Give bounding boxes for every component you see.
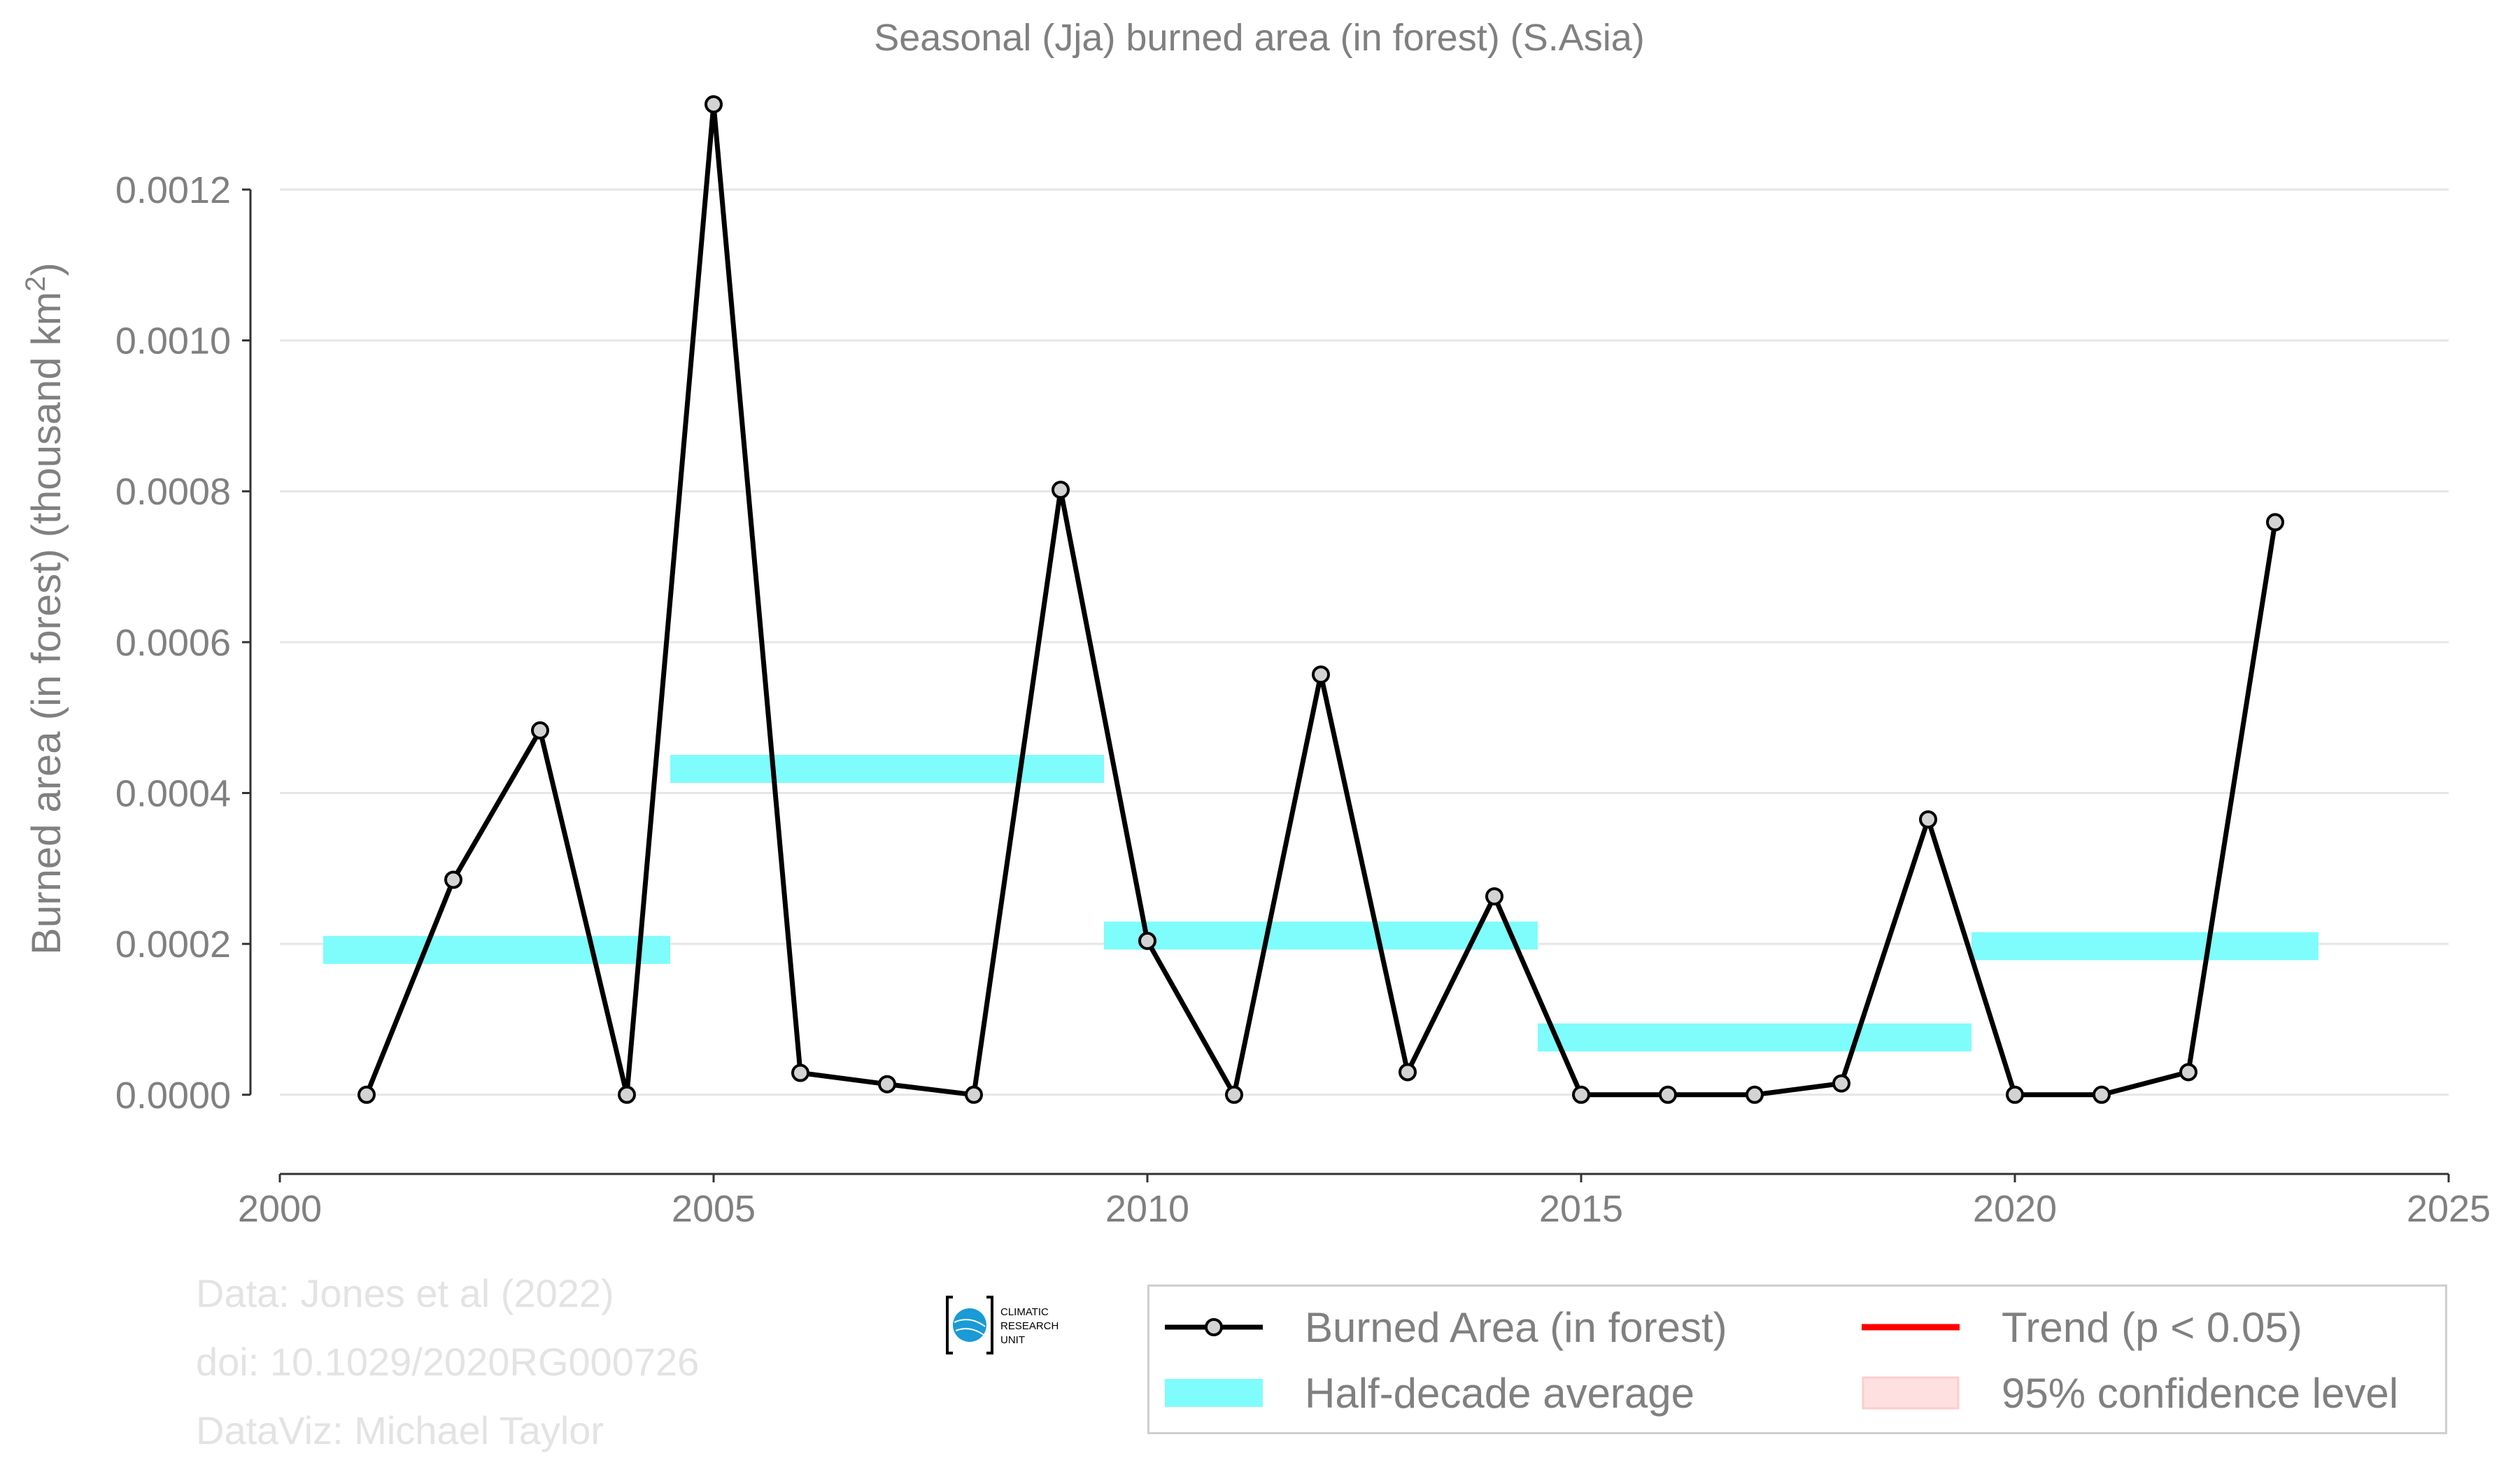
half-decade-bands — [323, 755, 2319, 1052]
data-credits: Data: Jones et al (2022) doi: 10.1029/20… — [196, 1259, 699, 1465]
legend-label: Half-decade average — [1305, 1369, 1695, 1417]
data-point — [444, 870, 462, 889]
x-tick-label: 2020 — [1973, 1188, 2057, 1230]
series-burned-area — [358, 95, 2284, 1104]
data-point — [1832, 1074, 1850, 1093]
data-point — [1746, 1085, 1764, 1104]
data-point — [1485, 887, 1503, 906]
x-tick-label: 2025 — [2407, 1188, 2491, 1230]
half-decade-band — [1538, 1023, 1972, 1052]
data-point — [1138, 931, 1156, 950]
data-point — [2179, 1063, 2197, 1082]
y-tick-label: 0.0012 — [115, 169, 231, 211]
data-point — [1312, 665, 1330, 684]
y-tick-label: 0.0008 — [115, 471, 231, 513]
data-point — [1659, 1085, 1677, 1104]
data-point — [2093, 1085, 2111, 1104]
data-point — [2006, 1085, 2024, 1104]
legend-item-trend: Trend (p < 0.05) — [1862, 1299, 2302, 1355]
data-point — [358, 1085, 376, 1104]
half-decade-band — [1104, 921, 1538, 950]
cru-logo-icon: CLIMATIC RESEARCH UNIT — [946, 1296, 1059, 1354]
data-point — [1572, 1085, 1590, 1104]
legend-key-pink-band-icon — [1862, 1376, 1960, 1410]
legend-key-line-marker-icon — [1165, 1318, 1263, 1336]
y-axis-label: Burned area (in forest) (thousand km2) — [20, 262, 69, 954]
data-point — [531, 721, 549, 740]
half-decade-band — [670, 755, 1104, 784]
data-point — [878, 1075, 896, 1094]
legend-label: 95% confidence level — [2002, 1369, 2399, 1417]
axes: 0.0000 0.0002 0.0004 0.0006 0.0008 0.0010 0.00… — [115, 169, 2491, 1230]
data-point — [965, 1085, 983, 1104]
data-point — [1919, 810, 1937, 829]
legend-item-burned-area: Burned Area (in forest) — [1165, 1299, 1727, 1355]
x-tick-label: 2015 — [1539, 1188, 1623, 1230]
data-point — [618, 1085, 636, 1104]
chart-title: Seasonal (Jja) burned area (in forest) (… — [874, 17, 1645, 59]
data-point — [1052, 481, 1070, 500]
svg-text:CLIMATIC: CLIMATIC — [1000, 1306, 1049, 1318]
data-point — [705, 95, 723, 114]
y-tick-label: 0.0010 — [115, 320, 231, 362]
svg-text:UNIT: UNIT — [1000, 1334, 1025, 1346]
data-point — [1399, 1063, 1417, 1082]
data-point — [1225, 1085, 1243, 1104]
legend-label: Burned Area (in forest) — [1305, 1303, 1727, 1351]
credit-doi: doi: 10.1029/2020RG000726 — [196, 1340, 700, 1384]
legend-item-confidence: 95% confidence level — [1862, 1365, 2398, 1421]
legend: Burned Area (in forest) Trend (p < 0.05)… — [1147, 1284, 2447, 1434]
legend-key-cyan-band-icon — [1165, 1379, 1263, 1407]
half-decade-band — [323, 935, 670, 964]
credit-data-source: Data: Jones et al (2022) — [196, 1271, 614, 1315]
half-decade-band — [1972, 932, 2319, 961]
y-tick-label: 0.0004 — [115, 773, 231, 815]
data-point — [791, 1063, 809, 1082]
x-tick-label: 2005 — [672, 1188, 756, 1230]
credit-dataviz: DataViz: Michael Taylor — [196, 1408, 604, 1452]
y-tick-label: 0.0006 — [115, 622, 231, 664]
x-tick-label: 2000 — [238, 1188, 322, 1230]
y-tick-label: 0.0000 — [115, 1075, 231, 1117]
svg-text:RESEARCH: RESEARCH — [1000, 1320, 1059, 1332]
legend-label: Trend (p < 0.05) — [2002, 1303, 2302, 1351]
legend-item-half-decade: Half-decade average — [1165, 1365, 1694, 1421]
x-tick-label: 2010 — [1105, 1188, 1189, 1230]
legend-key-red-line-icon — [1862, 1324, 1960, 1331]
data-point — [2266, 513, 2284, 532]
y-tick-label: 0.0002 — [115, 923, 231, 965]
